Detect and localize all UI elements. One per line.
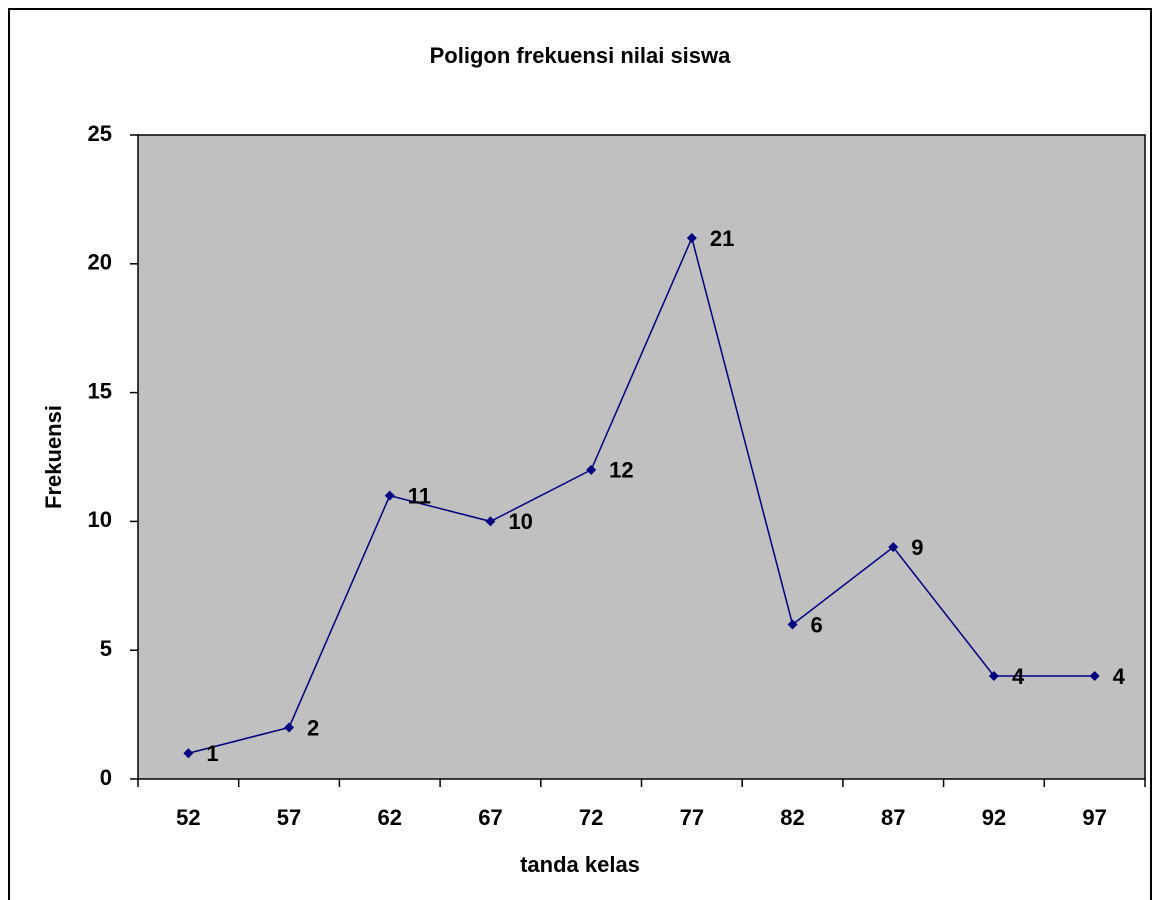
- data-label: 9: [911, 535, 923, 560]
- y-tick-label: 0: [100, 765, 112, 790]
- y-tick-label: 15: [88, 378, 112, 403]
- data-point: [183, 748, 194, 759]
- y-tick-label: 5: [100, 636, 112, 661]
- chart-title: Poligon frekuensi nilai siswa: [430, 43, 732, 68]
- x-tick-label: 52: [176, 805, 200, 830]
- data-point: [1089, 670, 1100, 681]
- y-tick-label: 10: [88, 507, 112, 532]
- data-label: 2: [307, 715, 319, 740]
- x-tick-label: 57: [277, 805, 301, 830]
- data-point: [686, 233, 697, 244]
- x-tick-label: 62: [378, 805, 402, 830]
- data-label: 12: [609, 458, 633, 483]
- x-tick-label: 82: [780, 805, 804, 830]
- data-label: 4: [1113, 664, 1126, 689]
- data-label: 21: [710, 226, 734, 251]
- data-point: [787, 619, 798, 630]
- x-tick-label: 87: [881, 805, 905, 830]
- data-label: 6: [811, 612, 823, 637]
- data-label: 11: [408, 483, 431, 508]
- x-tick-label: 72: [579, 805, 603, 830]
- y-tick-label: 25: [88, 121, 112, 146]
- data-point: [888, 542, 899, 553]
- x-tick-label: 67: [478, 805, 502, 830]
- plot-area: [137, 134, 1146, 780]
- y-axis-label: Frekuensi: [41, 405, 66, 509]
- series-line: [188, 235, 1095, 754]
- x-tick-label: 77: [680, 805, 704, 830]
- data-point: [284, 722, 295, 733]
- data-point: [586, 464, 597, 475]
- x-tick-label: 97: [1082, 805, 1106, 830]
- data-point: [988, 670, 999, 681]
- data-point: [384, 490, 395, 501]
- x-tick-label: 92: [982, 805, 1006, 830]
- x-axis-label: tanda kelas: [520, 852, 640, 877]
- data-label: 10: [508, 509, 532, 534]
- data-label: 1: [206, 741, 218, 766]
- data-point: [485, 516, 496, 527]
- data-label: 4: [1012, 664, 1025, 689]
- y-tick-label: 20: [88, 250, 112, 275]
